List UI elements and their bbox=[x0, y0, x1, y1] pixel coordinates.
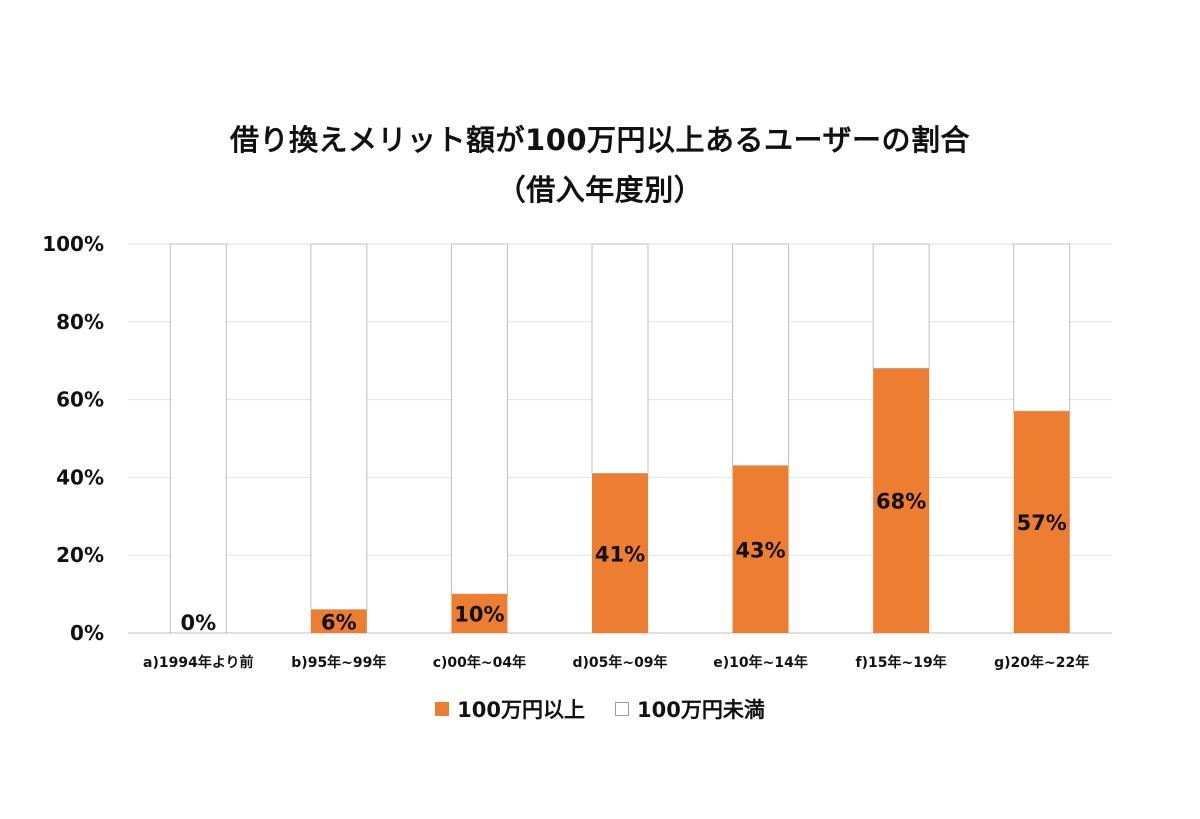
bar-above-4 bbox=[592, 473, 648, 633]
bar-below-5 bbox=[732, 243, 790, 467]
data-label: 43% bbox=[735, 538, 785, 562]
bar-below-2 bbox=[310, 243, 368, 611]
data-label: 0% bbox=[180, 611, 216, 635]
x-tick-label: b)95年~99年 bbox=[291, 654, 386, 671]
bar-below-4 bbox=[591, 243, 649, 475]
legend-label-above: 100万円以上 bbox=[457, 698, 585, 722]
x-tick-label: g)20年~22年 bbox=[994, 654, 1089, 671]
stacked-bar-chart: 0% 20% 40% 60% 80% 100% 0% a)1994年より前 6% b)95年~99… bbox=[42, 232, 1112, 671]
y-tick-label: 40% bbox=[56, 465, 104, 489]
data-label: 10% bbox=[454, 603, 504, 627]
x-tick-label: e)10年~14年 bbox=[713, 654, 808, 671]
bar-below-3 bbox=[450, 243, 508, 595]
legend-label-below: 100万円未満 bbox=[637, 698, 765, 722]
bar-below-6 bbox=[872, 243, 930, 369]
x-tick-label: c)00年~04年 bbox=[433, 654, 526, 671]
data-label: 41% bbox=[595, 542, 645, 566]
chart-title: 借り換えメリット額が100万円以上あるユーザーの割合 （借入年度別） bbox=[0, 118, 1200, 212]
x-tick-label: d)05年~09年 bbox=[572, 654, 667, 671]
y-tick-label: 60% bbox=[56, 388, 104, 412]
data-label: 57% bbox=[1017, 511, 1067, 535]
y-tick-label: 20% bbox=[56, 543, 104, 567]
legend-item-below: 100万円未満 bbox=[615, 694, 765, 724]
bar-above-6 bbox=[873, 368, 930, 633]
legend-swatch-white bbox=[615, 702, 629, 716]
y-tick-label: 80% bbox=[56, 310, 104, 334]
legend: 100万円以上 100万円未満 bbox=[0, 694, 1200, 724]
chart-subtitle: （借入年度別） bbox=[496, 173, 704, 207]
bar-above-3 bbox=[451, 594, 508, 633]
bar-above-2 bbox=[310, 609, 367, 633]
chart-title-main: 借り換えメリット額が100万円以上あるユーザーの割合 bbox=[230, 123, 970, 157]
y-tick-label: 100% bbox=[42, 232, 104, 256]
legend-swatch-orange bbox=[435, 702, 450, 716]
x-tick-label: a)1994年より前 bbox=[143, 654, 254, 671]
legend-item-above: 100万円以上 bbox=[435, 694, 585, 724]
bar-above-5 bbox=[732, 465, 789, 633]
y-tick-label: 0% bbox=[70, 621, 104, 645]
data-label: 68% bbox=[876, 490, 926, 514]
bar-above-7 bbox=[1013, 411, 1070, 633]
x-tick-label: f)15年~19年 bbox=[856, 654, 947, 671]
bar-below-7 bbox=[1013, 243, 1071, 412]
bar-below-1 bbox=[169, 243, 227, 634]
data-label: 6% bbox=[321, 610, 357, 634]
